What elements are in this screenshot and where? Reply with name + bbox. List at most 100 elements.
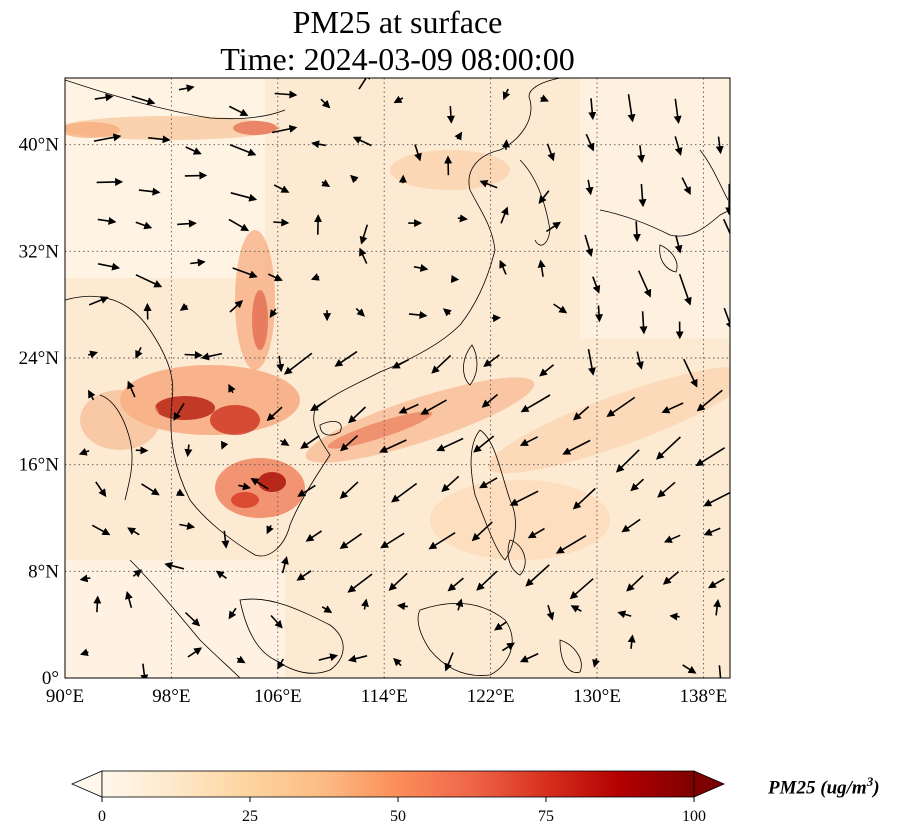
wind-vector xyxy=(632,221,641,243)
wind-vector xyxy=(715,136,724,155)
wind-vector xyxy=(93,133,122,142)
y-tick-label: 32°N xyxy=(19,241,60,262)
wind-vector xyxy=(311,140,327,149)
wind-vector xyxy=(229,300,244,313)
wind-vector xyxy=(661,402,684,414)
wind-vector xyxy=(250,477,269,490)
wind-vector xyxy=(232,267,258,279)
wind-vector xyxy=(274,90,298,99)
x-tick-label: 122°E xyxy=(467,686,515,707)
wind-vector xyxy=(179,302,189,311)
wind-vector xyxy=(148,135,171,144)
wind-vector xyxy=(271,124,298,134)
wind-vector xyxy=(228,607,237,620)
wind-vector xyxy=(296,570,312,581)
wind-vector xyxy=(732,276,740,303)
wind-vector xyxy=(588,98,597,121)
wind-vector xyxy=(269,308,278,319)
wind-vector xyxy=(635,351,644,370)
wind-vector xyxy=(97,217,117,225)
wind-vector xyxy=(527,527,545,539)
wind-vector xyxy=(173,402,185,421)
wind-vector xyxy=(184,171,208,180)
wind-vector xyxy=(283,352,313,375)
wind-vector xyxy=(297,484,316,497)
wind-vector xyxy=(391,482,418,503)
wind-vector xyxy=(545,221,562,233)
wind-vector xyxy=(355,307,365,317)
y-tick-label: 0° xyxy=(42,668,59,689)
wind-vector xyxy=(695,447,726,467)
wind-vector xyxy=(674,235,683,254)
wind-vector xyxy=(471,521,493,542)
wind-vector xyxy=(519,436,539,446)
wind-vector xyxy=(585,133,595,152)
x-tick-label: 130°E xyxy=(573,686,621,707)
wind-vector xyxy=(393,95,404,104)
wind-vector xyxy=(483,354,500,368)
wind-vector xyxy=(546,604,555,621)
wind-vector xyxy=(393,657,402,667)
wind-vector xyxy=(457,214,468,223)
y-tick-labels: 0° 8°N 16°N 24°N 32°N 40°N xyxy=(19,135,60,689)
wind-vector xyxy=(663,534,681,543)
wind-vector xyxy=(380,532,405,549)
wind-vector xyxy=(540,94,549,102)
wind-vector xyxy=(79,574,91,583)
y-tick-label: 40°N xyxy=(19,135,60,156)
colorbar-tick-label: 0 xyxy=(98,808,106,825)
wind-vector xyxy=(352,136,372,147)
wind-vector xyxy=(200,352,223,361)
wind-vector xyxy=(266,524,274,535)
wind-vector xyxy=(553,303,568,314)
wind-vector xyxy=(509,490,539,506)
wind-vector xyxy=(454,131,463,141)
wind-vector xyxy=(78,447,90,456)
wind-vector xyxy=(442,308,452,317)
wind-vector xyxy=(562,439,591,455)
wind-vector xyxy=(279,438,290,446)
wind-vector xyxy=(669,612,680,621)
wind-vector xyxy=(519,652,539,663)
wind-vector xyxy=(572,487,596,510)
wind-vector xyxy=(228,218,250,232)
wind-vector xyxy=(228,383,236,394)
wind-vector xyxy=(538,190,550,204)
colorbar: 0 25 50 75 100 xyxy=(70,770,726,825)
wind-vector xyxy=(184,350,203,359)
wind-vector xyxy=(187,647,203,658)
wind-vector xyxy=(627,94,636,123)
wind-vector xyxy=(606,396,636,418)
wind-vector xyxy=(444,652,454,672)
wind-vector xyxy=(305,530,323,542)
wind-vector xyxy=(479,477,498,489)
wind-vector xyxy=(125,591,133,609)
wind-vector xyxy=(569,578,594,600)
wind-vector xyxy=(131,95,156,106)
wind-vector xyxy=(135,274,163,288)
wind-vector xyxy=(502,139,511,150)
wind-vector xyxy=(236,655,246,664)
wind-vector xyxy=(627,634,636,649)
wind-vector xyxy=(93,595,102,613)
wind-vector xyxy=(320,98,331,109)
x-tick-labels: 90°E 98°E 106°E 114°E 122°E 130°E 138°E xyxy=(46,686,727,707)
wind-vector xyxy=(132,569,143,578)
wind-vector xyxy=(446,106,455,124)
wind-vector xyxy=(277,658,285,670)
colorbar-extend-max xyxy=(693,770,726,798)
wind-vector xyxy=(177,219,197,228)
wind-vector xyxy=(592,276,601,294)
wind-vector xyxy=(479,179,498,189)
wind-vector xyxy=(347,573,373,593)
wind-vector xyxy=(539,364,555,377)
wind-vector xyxy=(94,93,114,102)
wind-vector xyxy=(230,192,258,202)
wind-vector xyxy=(135,347,143,359)
wind-vector xyxy=(501,642,516,652)
wind-vector xyxy=(184,444,193,458)
wind-vector xyxy=(414,144,422,162)
wind-vector xyxy=(413,264,429,272)
wind-vector xyxy=(397,602,408,611)
